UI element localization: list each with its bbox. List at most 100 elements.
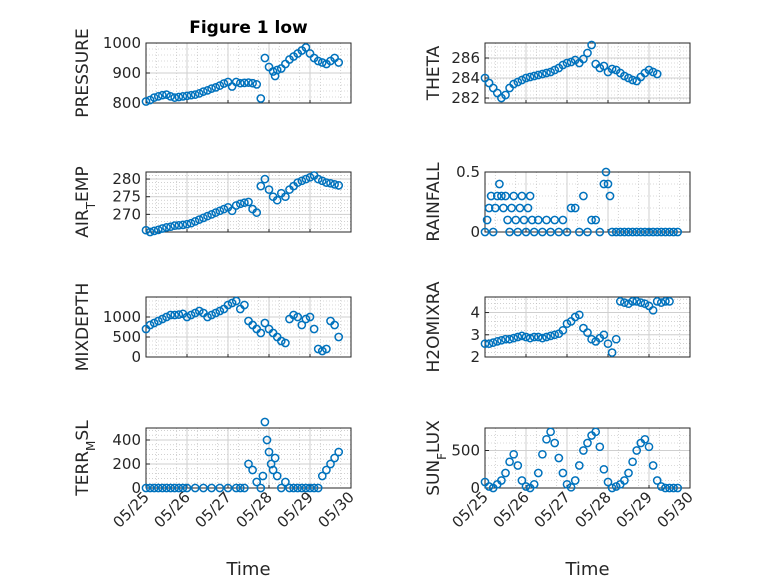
data-point bbox=[550, 215, 560, 225]
data-point bbox=[656, 227, 666, 237]
data-point bbox=[628, 75, 637, 85]
data-point bbox=[203, 312, 212, 322]
data-point bbox=[186, 90, 196, 100]
y-axis-label: PRESSURE bbox=[73, 28, 93, 117]
axes-background bbox=[484, 42, 691, 104]
data-point bbox=[499, 203, 508, 213]
data-point bbox=[158, 483, 167, 493]
axes-frame bbox=[484, 171, 691, 233]
data-point bbox=[256, 328, 266, 338]
data-point bbox=[632, 446, 642, 455]
axes-frame bbox=[484, 296, 691, 358]
data-point bbox=[211, 208, 221, 217]
data-point bbox=[505, 334, 514, 344]
data-point bbox=[240, 198, 249, 208]
data-point bbox=[515, 203, 525, 213]
data-point bbox=[587, 40, 596, 50]
data-point bbox=[517, 75, 527, 85]
data-point bbox=[158, 224, 167, 233]
data-point bbox=[264, 185, 274, 194]
data-point bbox=[301, 43, 311, 52]
data-point bbox=[529, 227, 539, 237]
data-point bbox=[190, 90, 200, 99]
x-axis-label: Time bbox=[225, 559, 270, 580]
y-tick-label: 200 bbox=[112, 455, 141, 473]
x-axis-label: Time bbox=[564, 559, 609, 580]
data-point bbox=[322, 465, 331, 475]
data-point bbox=[509, 191, 519, 201]
data-point bbox=[162, 90, 171, 99]
data-point bbox=[550, 65, 560, 75]
data-point bbox=[648, 227, 658, 237]
data-point bbox=[550, 438, 560, 448]
data-point bbox=[503, 215, 512, 225]
y-axis-label-main: MIXDEPTH bbox=[73, 283, 93, 372]
data-point bbox=[497, 191, 506, 201]
data-point bbox=[521, 73, 531, 83]
x-tick-label: 05/30 bbox=[654, 488, 697, 531]
data-point bbox=[480, 339, 490, 349]
data-point bbox=[258, 471, 268, 481]
data-point bbox=[492, 191, 502, 201]
data-point bbox=[149, 93, 159, 102]
data-point bbox=[566, 482, 576, 492]
data-point bbox=[509, 79, 519, 89]
data-point bbox=[301, 174, 311, 184]
data-point bbox=[190, 217, 200, 226]
data-point bbox=[313, 483, 323, 493]
data-point bbox=[272, 195, 282, 205]
data-point bbox=[260, 174, 270, 184]
data-point bbox=[501, 334, 510, 344]
x-tick-label: 05/26 bbox=[151, 488, 194, 531]
data-point bbox=[607, 227, 617, 237]
y-tick-label: 4 bbox=[470, 304, 480, 322]
data-point bbox=[289, 310, 298, 320]
data-point bbox=[636, 298, 646, 307]
data-point bbox=[644, 65, 654, 75]
data-point bbox=[607, 64, 617, 74]
data-point bbox=[166, 222, 175, 232]
data-point bbox=[293, 483, 303, 493]
data-point bbox=[293, 178, 303, 187]
subplot-h2omixra: 2 3 4 H2OMIXRA bbox=[424, 281, 691, 373]
data-point bbox=[583, 438, 592, 448]
data-point bbox=[525, 191, 535, 201]
data-point bbox=[207, 483, 216, 493]
data-point bbox=[297, 320, 307, 330]
data-point bbox=[574, 310, 584, 320]
y-axis-label-main: H2OMIXRA bbox=[424, 281, 444, 372]
data-point bbox=[542, 215, 551, 225]
y-tick-label: 284 bbox=[451, 69, 480, 87]
y-tick-label: 275 bbox=[112, 188, 141, 206]
y-axis-label: AIRTEMP bbox=[73, 166, 98, 237]
data-point bbox=[661, 483, 670, 493]
data-point bbox=[546, 67, 555, 77]
data-point bbox=[322, 178, 331, 187]
data-point bbox=[178, 92, 188, 101]
data-point bbox=[546, 427, 555, 437]
y-tick-label: 500 bbox=[451, 442, 480, 460]
data-point bbox=[170, 221, 180, 230]
y-tick-label: 282 bbox=[451, 89, 480, 107]
data-point bbox=[174, 220, 184, 230]
data-point bbox=[558, 60, 568, 70]
y-axis-label-suffix: EMP bbox=[73, 166, 93, 202]
data-point bbox=[529, 332, 539, 342]
y-axis-label-subscript: T bbox=[84, 201, 98, 210]
data-point bbox=[223, 483, 233, 493]
data-point bbox=[178, 483, 188, 493]
data-point bbox=[595, 227, 605, 237]
data-point bbox=[174, 483, 184, 493]
data-point bbox=[231, 77, 241, 87]
data-point bbox=[326, 459, 335, 469]
subplot-mixdepth: 0 500 1000 MIXDEPTH bbox=[73, 283, 352, 372]
data-point bbox=[207, 210, 216, 219]
data-point bbox=[211, 308, 221, 318]
data-point bbox=[334, 181, 344, 190]
data-point bbox=[260, 417, 270, 427]
axes-frame bbox=[484, 42, 691, 104]
data-point bbox=[591, 215, 601, 225]
data-point bbox=[240, 483, 249, 493]
